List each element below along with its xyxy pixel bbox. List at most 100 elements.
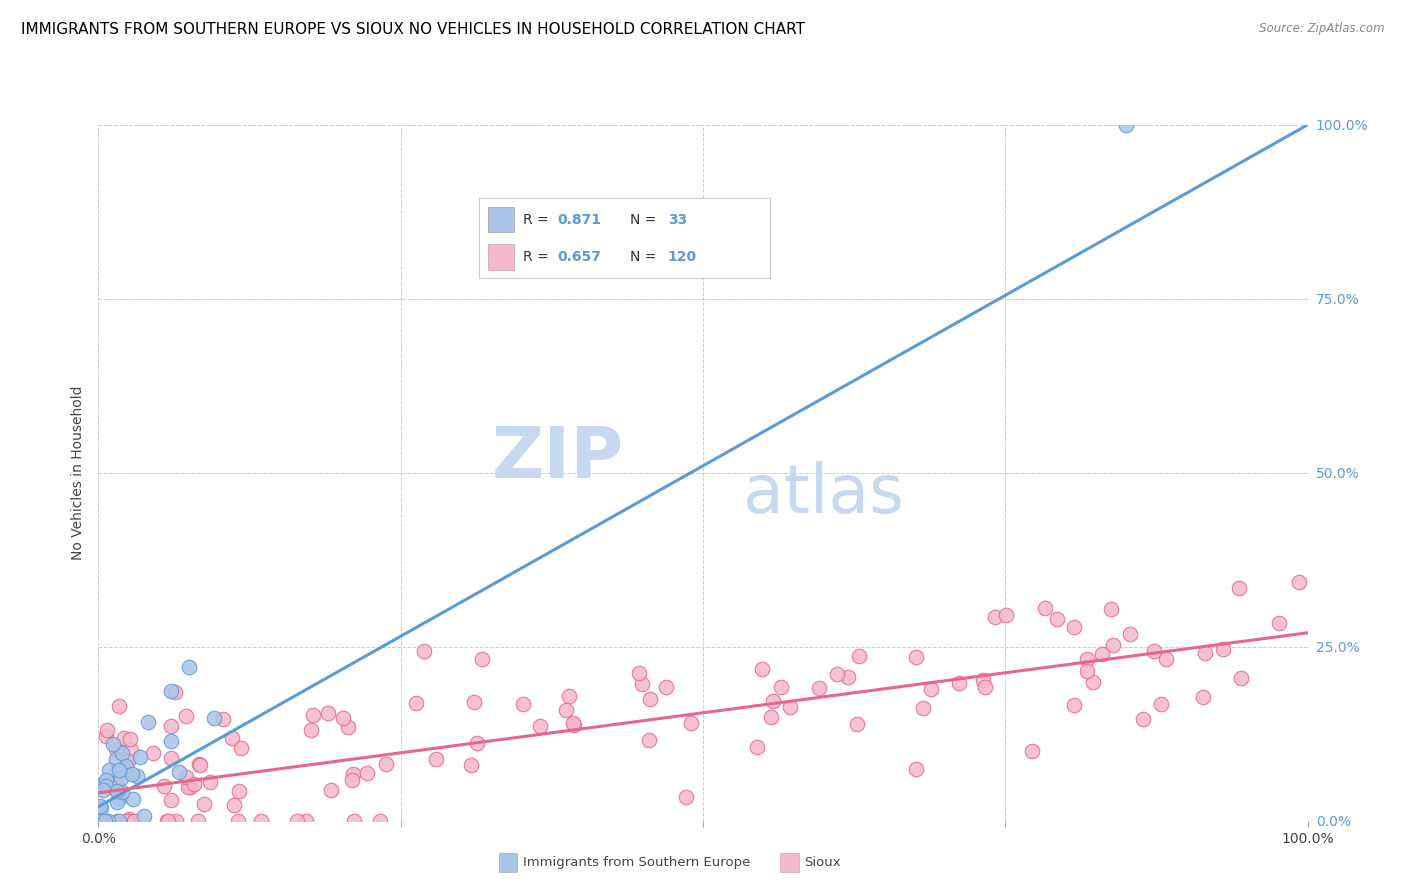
Point [1076,652,1098,666]
Point [751,662,773,676]
Point [188,757,211,772]
Point [425,752,447,766]
Text: atlas: atlas [744,460,904,526]
Text: Sioux: Sioux [804,856,841,869]
Point [1099,601,1122,615]
Bar [488,207,515,232]
Point [107,784,129,798]
Point [1150,698,1173,712]
Text: R =: R = [523,212,553,227]
Point [911,701,934,715]
Point [108,763,131,777]
Point [90,778,112,792]
Point [105,814,128,828]
Point [555,703,578,717]
Point [779,700,801,714]
Point [176,780,198,795]
Point [471,651,494,665]
Point [460,758,482,772]
Point [153,780,176,794]
Y-axis label: No Vehicles in Household: No Vehicles in Household [72,385,86,560]
Point [1063,698,1085,712]
Point [374,756,396,771]
Point [229,741,252,756]
Point [111,747,134,761]
Point [115,759,138,773]
Point [337,721,360,735]
Point [157,814,180,828]
Point [1115,118,1137,132]
Point [200,775,222,789]
Point [562,717,585,731]
Point [112,731,135,746]
Point [160,719,183,733]
Point [769,680,792,694]
Text: Immigrants from Southern Europe: Immigrants from Southern Europe [523,856,751,869]
Point [630,677,652,691]
Point [512,697,534,711]
Point [1119,627,1142,641]
Point [994,607,1017,622]
Text: 33: 33 [668,212,688,227]
Point [747,740,769,755]
Point [179,780,201,794]
Point [529,718,551,732]
Point [655,680,678,694]
Point [228,814,250,828]
Point [920,681,942,696]
Point [675,790,697,805]
Point [177,660,200,674]
Point [108,790,131,805]
Text: N =: N = [630,250,661,264]
Point [1091,647,1114,661]
Point [104,752,127,766]
Point [1229,671,1251,685]
Point [96,723,118,738]
Point [97,764,120,778]
Point [302,707,325,722]
Point [1154,651,1177,665]
Point [342,766,364,780]
Point [972,673,994,687]
Point [188,758,211,772]
Point [340,772,363,787]
Point [176,709,198,723]
Point [412,644,434,658]
Point [846,716,869,731]
Text: 120: 120 [668,250,697,264]
Point [96,780,118,794]
Point [905,762,928,776]
Point [105,796,128,810]
Text: IMMIGRANTS FROM SOUTHERN EUROPE VS SIOUX NO VEHICLES IN HOUSEHOLD CORRELATION CH: IMMIGRANTS FROM SOUTHERN EUROPE VS SIOUX… [21,22,806,37]
Point [1268,615,1291,630]
Point [159,751,181,765]
Point [1021,744,1043,758]
Point [117,814,139,828]
Point [117,754,139,768]
Point [1033,601,1056,615]
Point [1192,690,1215,705]
Point [183,777,205,791]
Point [174,770,197,784]
Point [193,797,215,811]
Point [121,792,143,806]
Point [759,710,782,724]
Point [97,814,120,828]
Bar [488,244,515,270]
Point [160,683,183,698]
Point [94,814,117,828]
Point [89,814,111,828]
Text: 0.871: 0.871 [558,212,602,227]
Point [287,814,309,828]
Point [142,746,165,760]
Point [169,764,191,779]
Point [101,737,124,751]
Point [211,712,233,726]
Text: ZIP: ZIP [492,425,624,493]
Point [120,743,142,757]
Point [103,780,125,795]
Point [1081,674,1104,689]
Point [160,734,183,748]
Point [463,695,485,709]
Point [187,814,209,828]
